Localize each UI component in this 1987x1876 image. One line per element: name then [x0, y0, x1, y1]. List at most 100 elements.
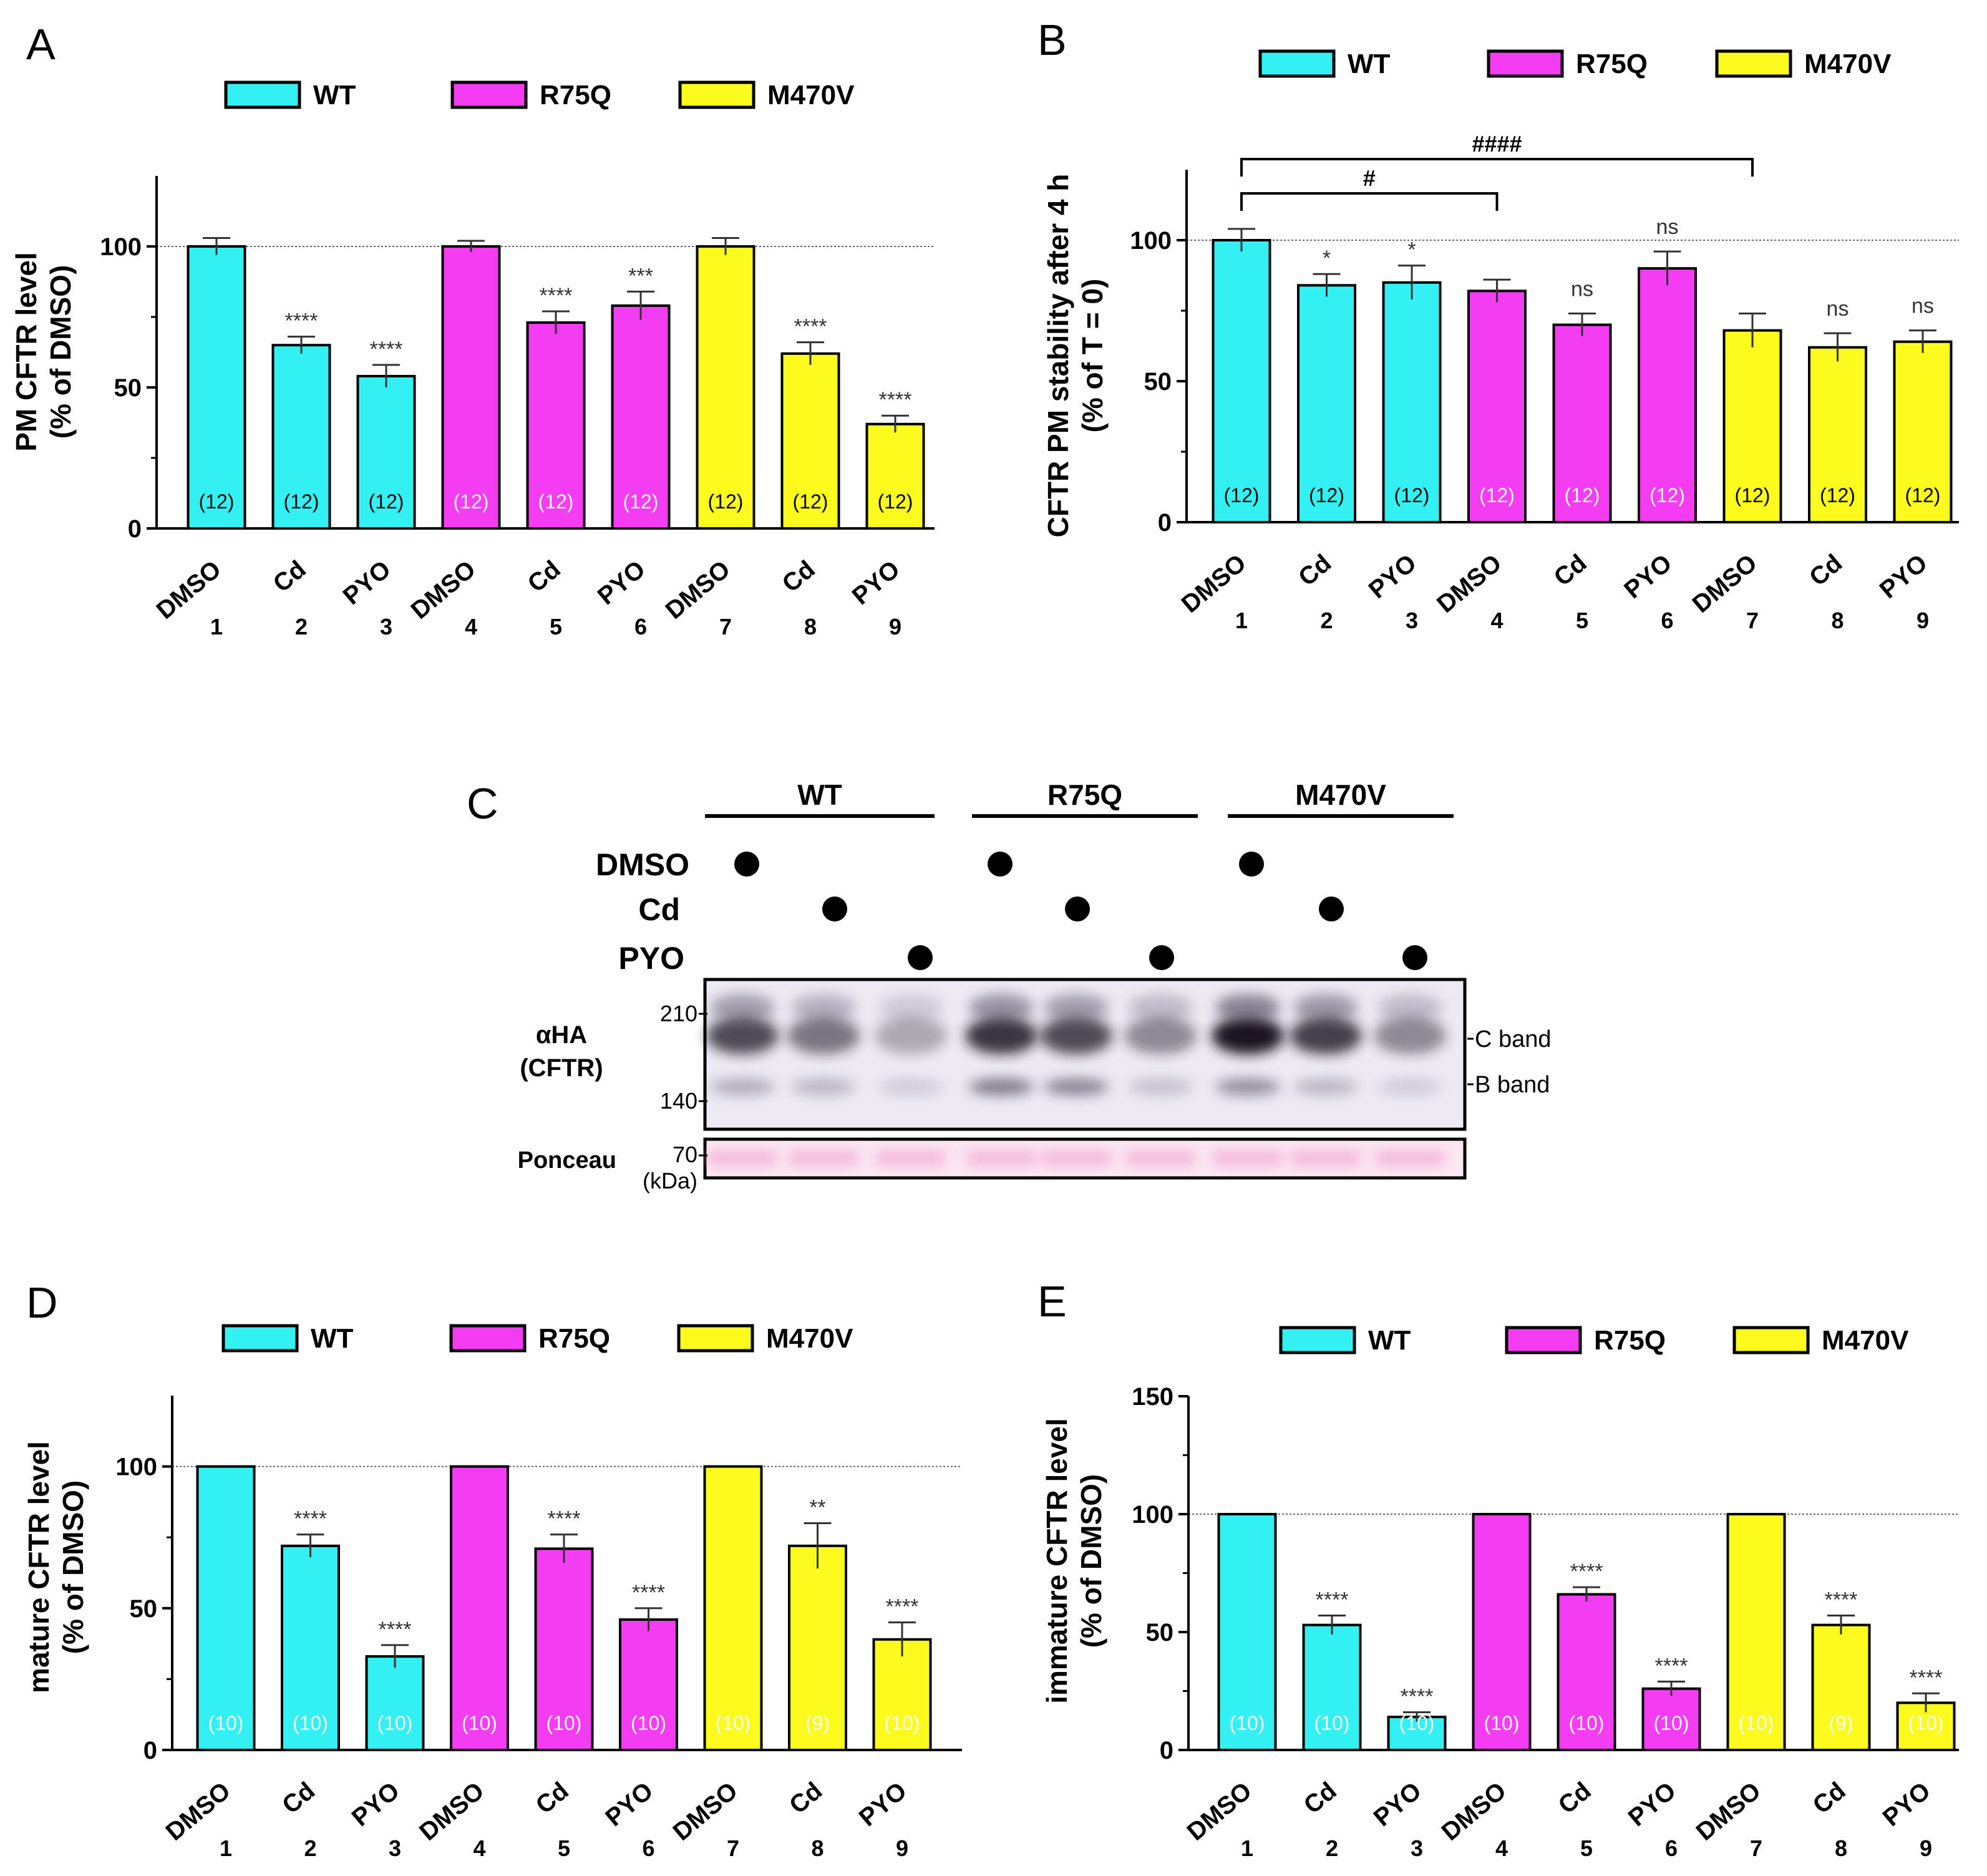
c-band-smear-lane-6 [1128, 994, 1193, 1021]
marker-210: 210 [660, 1001, 697, 1026]
lane-number-5: 5 [1576, 608, 1588, 633]
ponceau-band-lane-7 [1213, 1151, 1282, 1165]
bar-7 [703, 1465, 763, 1752]
bracket-label-1: # [1363, 165, 1376, 191]
bar-8 [1808, 346, 1867, 523]
bar-1 [1212, 239, 1271, 523]
n-label-2: (10) [293, 1712, 328, 1734]
marker-unit: (kDa) [643, 1168, 697, 1193]
y-axis-title: immature CFTR level [1041, 1418, 1073, 1704]
lane-number-6: 6 [1661, 608, 1673, 633]
bar-8 [788, 1544, 847, 1752]
bar-6 [619, 1618, 678, 1752]
blot-panel-c: WT R75Q M470V DMSO Cd PYO 210 140 αHA (CFTR) C ban… [518, 779, 1552, 1193]
c-band-smear-lane-8 [1293, 994, 1358, 1021]
lane-number-8: 8 [804, 614, 817, 639]
bar-4 [1472, 1513, 1532, 1751]
significance-6: **** [1655, 1654, 1688, 1678]
b-band-lane-6 [1128, 1078, 1193, 1096]
ponceau-band-lane-4 [967, 1151, 1036, 1165]
treatment-dot-lane-6 [1149, 945, 1174, 970]
y-axis-title: PM CFTR level [10, 252, 42, 452]
significance-8: ** [809, 1495, 825, 1519]
c-band-smear-lane-1 [710, 994, 775, 1021]
panel-label-e: E [1037, 1277, 1067, 1326]
ponceau-band-lane-6 [1126, 1151, 1195, 1165]
bar-4 [441, 245, 501, 530]
lane-number-2: 2 [1326, 1835, 1338, 1861]
lane-number-5: 5 [550, 614, 562, 639]
bar-3 [356, 374, 416, 530]
lane-number-2: 2 [304, 1835, 316, 1861]
panel-label-c: C [467, 779, 498, 828]
n-label-9: (12) [878, 490, 913, 513]
legend-label-wt: WT [1348, 49, 1391, 79]
significance-9: **** [879, 388, 912, 412]
bar-8 [1811, 1623, 1871, 1751]
n-label-3: (10) [1399, 1712, 1435, 1734]
lane-number-4: 4 [1490, 608, 1503, 633]
y-tick-label: 0 [1158, 509, 1172, 537]
comparison-bracket-1 [1240, 192, 1499, 211]
legend-swatch-r75q [450, 80, 528, 109]
b-band-label: B band [1475, 1072, 1550, 1098]
lane-number-2: 2 [1320, 608, 1333, 633]
lane-number-1: 1 [220, 1835, 232, 1861]
treatment-dot-lane-2 [822, 897, 847, 921]
legend-swatch-wt [221, 1324, 299, 1353]
n-label-2: (10) [1314, 1712, 1350, 1734]
y-tick-label: 100 [115, 1454, 157, 1481]
panel-label-d: D [26, 1278, 58, 1327]
n-label-7: (10) [1739, 1712, 1774, 1734]
chart-panel-e: WT R75Q M470V immature CFTR level (% of DMSO… [1041, 1325, 1959, 1861]
marker-70: 70 [673, 1142, 697, 1167]
bar-3 [1387, 1716, 1447, 1752]
n-label-7: (10) [716, 1712, 751, 1734]
bar-9 [1893, 340, 1953, 523]
ponceau-band-lane-8 [1291, 1151, 1360, 1165]
significance-9: ns [1912, 294, 1934, 318]
b-band-lane-4 [969, 1078, 1034, 1096]
legend-label-m470v: M470V [1822, 1325, 1909, 1356]
n-label-8: (9) [805, 1712, 830, 1734]
n-label-4: (10) [462, 1712, 497, 1734]
lane-number-2: 2 [295, 614, 308, 639]
n-label-8: (9) [1829, 1712, 1853, 1734]
bar-5 [1557, 1593, 1616, 1752]
significance-6: ns [1656, 215, 1679, 239]
marker-140: 140 [660, 1088, 697, 1114]
lane-number-7: 7 [719, 614, 732, 639]
legend-swatch-m470v [1715, 49, 1792, 78]
legend-swatch-r75q [1505, 1326, 1582, 1354]
b-band-lane-8 [1293, 1078, 1358, 1096]
y-tick-label: 100 [1132, 1501, 1173, 1529]
lane-number-9: 9 [1917, 608, 1929, 633]
n-label-8: (12) [1820, 484, 1855, 507]
ponceau-band-lane-2 [789, 1151, 858, 1165]
bar-2 [281, 1544, 340, 1752]
n-label-2: (12) [1309, 484, 1344, 507]
significance-2: **** [285, 309, 318, 333]
legend-label-r75q: R75Q [1594, 1325, 1666, 1356]
significance-3: * [1407, 238, 1416, 262]
n-label-7: (12) [708, 490, 744, 513]
n-label-1: (12) [199, 490, 235, 513]
treatment-label-dmso: DMSO [596, 847, 689, 882]
lane-number-7: 7 [727, 1835, 739, 1861]
lane-number-5: 5 [558, 1835, 570, 1861]
lane-number-6: 6 [642, 1835, 654, 1861]
c-band-smear-lane-3 [878, 994, 943, 1021]
b-band-lane-3 [878, 1078, 943, 1096]
legend-swatch-wt [1258, 49, 1336, 78]
bar-6 [611, 304, 671, 530]
y-tick-label: 50 [130, 1595, 158, 1623]
n-label-2: (12) [284, 490, 319, 513]
c-band-lane-7 [1212, 1017, 1284, 1054]
bar-1 [187, 245, 246, 530]
comparison-bracket-2 [1240, 158, 1754, 177]
lane-number-1: 1 [1241, 1835, 1253, 1861]
c-band-lane-2 [787, 1017, 860, 1054]
n-label-1: (10) [208, 1712, 244, 1734]
treatment-label-cd: Cd [638, 892, 680, 927]
panel-label-a: A [26, 20, 56, 69]
